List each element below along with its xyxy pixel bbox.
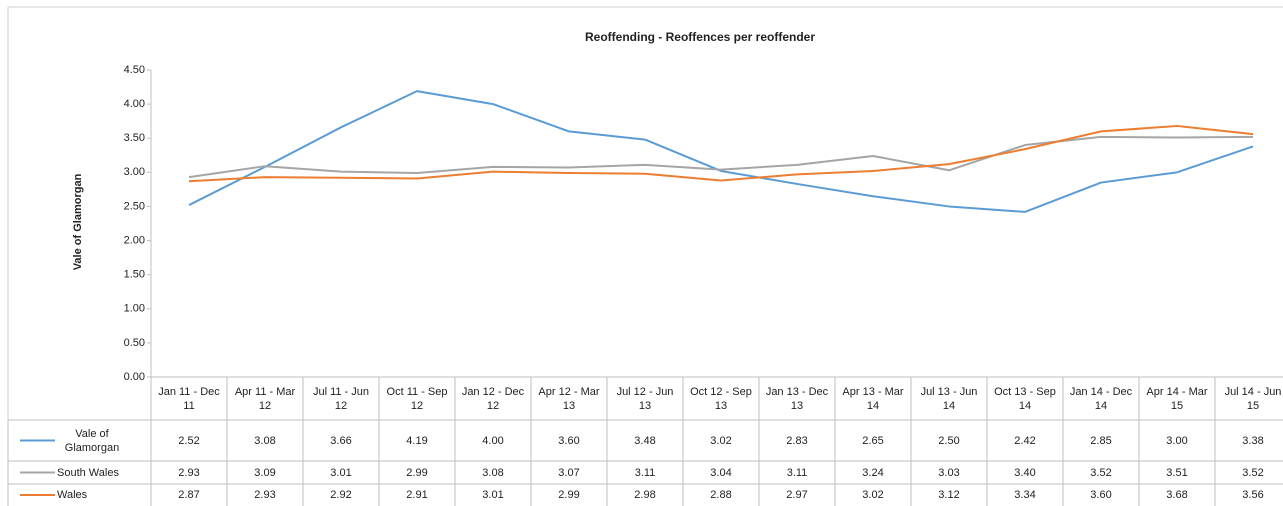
category-label: Jul 14 - Jun 15 [1224,386,1282,412]
y-tick-label: 2.50 [124,200,145,212]
data-label: 3.02 [710,434,732,447]
y-tick-label: 2.00 [124,234,145,246]
data-label: 2.99 [558,489,580,501]
category-label: Oct 12 - Sep 13 [690,386,752,412]
category-label: Apr 11 - Mar 12 [234,386,296,412]
data-label: 2.65 [862,434,884,447]
legend-label: Vale of Glamorgan [64,427,120,454]
data-label: 2.52 [178,434,200,447]
data-label: 2.93 [178,466,200,479]
data-label: 4.00 [482,434,504,447]
data-label: 3.68 [1166,489,1188,501]
y-tick-label: 1.50 [124,269,145,281]
data-label: 3.56 [1242,489,1264,501]
data-label: 4.19 [406,434,428,447]
data-label: 2.91 [406,489,428,501]
data-label: 3.03 [938,466,960,479]
y-tick-label: 3.50 [124,132,145,144]
y-tick-label: 4.00 [124,98,145,110]
data-label: 3.01 [330,466,352,479]
data-label: 3.38 [1242,434,1264,447]
data-label: 2.93 [254,489,276,501]
category-label: Jan 12 - Dec 12 [461,386,525,412]
category-label: Jan 11 - Dec 11 [158,386,220,412]
data-label: 3.48 [634,434,656,447]
data-label: 3.12 [938,489,960,501]
data-label: 3.52 [1090,466,1112,479]
data-label: 2.50 [938,434,960,447]
data-label: 3.01 [482,489,504,501]
data-label: 2.85 [1090,434,1112,447]
data-label: 2.83 [786,434,808,447]
data-label: 2.97 [786,489,808,501]
data-label: 3.09 [254,466,276,479]
data-label: 3.51 [1166,466,1188,479]
category-label: Jul 13 - Jun 14 [920,386,978,412]
data-label: 3.08 [482,466,504,479]
category-label: Oct 13 - Sep 14 [994,386,1056,412]
data-label: 3.02 [862,489,884,501]
chart-title: Reoffending - Reoffences per reoffender [585,30,815,44]
data-label: 3.24 [862,466,884,479]
y-tick-label: 0.50 [124,337,145,349]
y-tick-label: 3.00 [124,166,145,178]
data-label: 3.60 [558,434,580,447]
data-label: 3.08 [254,434,276,447]
data-label: 2.87 [178,489,200,501]
data-label: 3.11 [786,466,808,479]
legend-label: Wales [57,489,88,501]
y-axis-title: Vale of Glamorgan [72,173,84,270]
category-label: Apr 12 - Mar 13 [538,386,600,412]
data-label: 3.52 [1242,466,1264,479]
category-label: Apr 13 - Mar 14 [842,386,904,412]
data-label: 2.92 [330,489,352,501]
data-label: 2.98 [634,489,656,501]
category-label: Jul 12 - Jun 13 [616,386,674,412]
data-label: 3.34 [1014,489,1036,501]
data-label: 3.07 [558,466,580,479]
series-line [188,135,1254,179]
legend-label: South Wales [57,466,119,479]
y-tick-label: 0.00 [124,371,145,383]
category-label: Jan 14 - Dec 14 [1069,386,1133,412]
data-label: 3.60 [1090,489,1112,501]
series-line [188,90,1254,213]
data-label: 3.11 [634,466,656,479]
category-label: Oct 11 - Sep 12 [386,386,448,412]
y-tick-label: 4.50 [124,64,145,76]
data-label: 3.40 [1014,466,1036,479]
series-line [188,124,1254,183]
data-label: 3.04 [710,466,732,479]
category-label: Apr 14 - Mar 15 [1146,386,1208,412]
category-label: Jan 13 - Dec 13 [765,386,829,412]
data-label: 3.00 [1166,434,1188,447]
data-label: 2.99 [406,466,428,479]
category-label: Jul 11 - Jun 12 [312,386,370,412]
data-label: 3.66 [330,434,352,447]
y-tick-label: 1.00 [124,303,145,315]
data-label: 2.88 [710,489,732,501]
data-label: 2.42 [1014,434,1036,447]
